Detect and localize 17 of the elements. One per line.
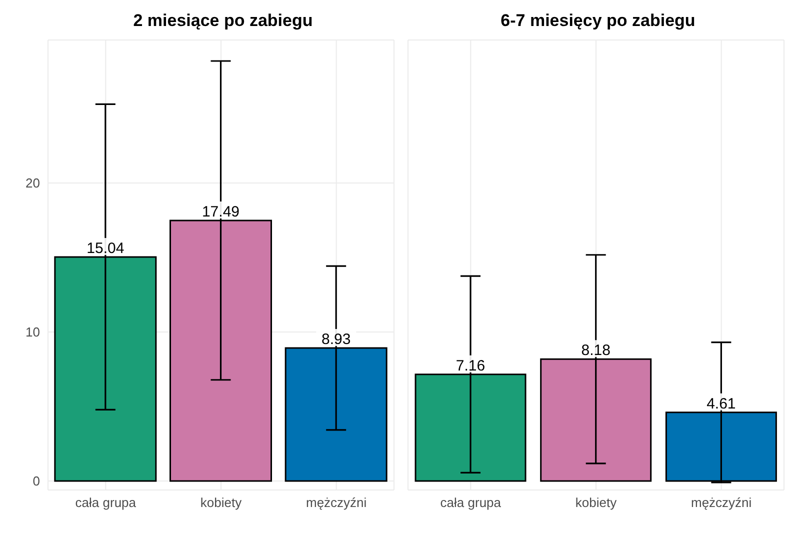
chart-title: 2 miesiące po zabiegu — [132, 10, 314, 32]
data-label: 15.04 — [86, 240, 124, 257]
y-tick-label: 20 — [26, 176, 40, 191]
data-label: 7.16 — [456, 357, 486, 374]
data-label: 8.18 — [581, 342, 610, 360]
x-tick-label: mężczyźni — [306, 495, 367, 510]
x-tick-label: kobiety — [200, 495, 242, 510]
chart-title: 6-7 miesięcy po zabiegu — [500, 10, 696, 32]
x-tick-label: cała grupa — [440, 495, 502, 510]
x-tick-label: mężczyźni — [690, 495, 752, 510]
x-tick-label: cała grupa — [75, 495, 137, 510]
data-label: 4.61 — [706, 395, 736, 412]
data-label: 17.49 — [202, 203, 240, 220]
y-tick-label: 10 — [26, 324, 40, 340]
x-tick-label: kobiety — [575, 495, 618, 510]
y-tick-label: 0 — [32, 474, 40, 489]
data-label: 8.93 — [321, 330, 351, 348]
